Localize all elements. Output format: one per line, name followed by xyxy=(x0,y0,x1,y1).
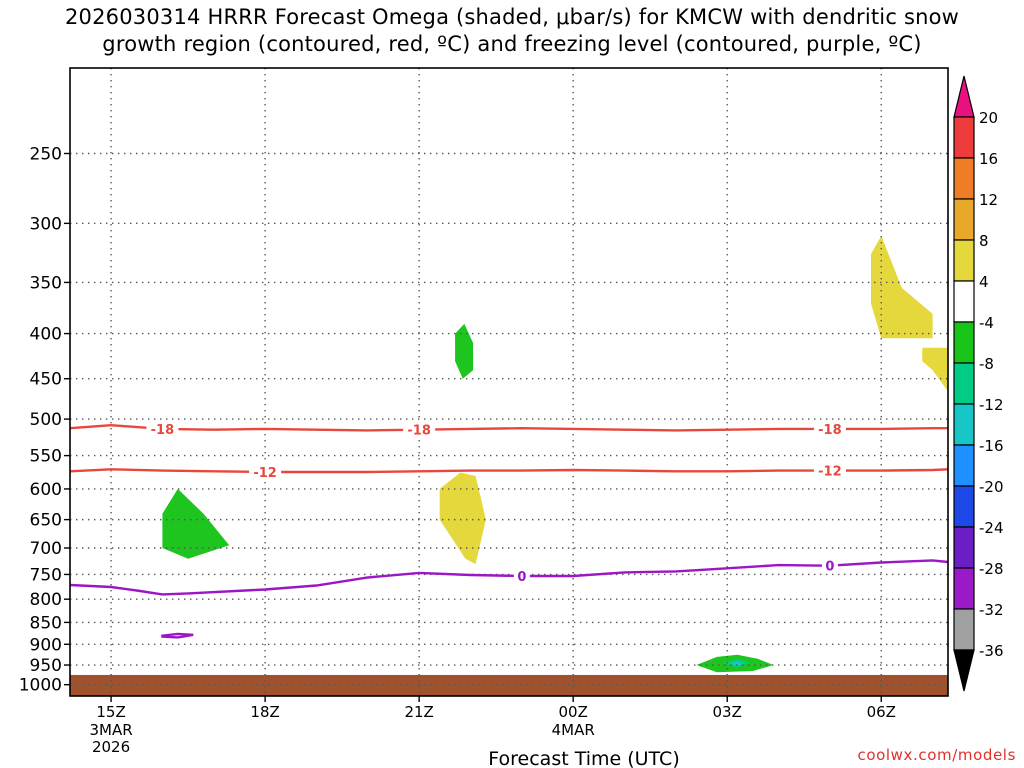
colorbar-segment xyxy=(953,526,975,569)
grid xyxy=(70,68,948,696)
omega-area-1 xyxy=(455,323,474,379)
omega-area-4 xyxy=(729,661,743,667)
contour-label-bg xyxy=(821,557,838,574)
colorbar-label: -36 xyxy=(979,642,1004,660)
contour-label-bg xyxy=(513,567,530,584)
colorbar-label: 12 xyxy=(979,191,998,209)
colorbar-label: 8 xyxy=(979,232,989,250)
colorbar-segment xyxy=(953,321,975,364)
ground-fill xyxy=(70,674,948,696)
colorbar-segment xyxy=(953,198,975,241)
contour-label-bg xyxy=(146,420,179,437)
contour-freezing-closed-3 xyxy=(161,632,194,639)
contour-label-bg xyxy=(813,462,846,479)
x-tick-label: 21Z xyxy=(404,703,433,721)
chart-title: 2026030314 HRRR Forecast Omega (shaded, … xyxy=(0,4,1024,58)
colorbar-label: 4 xyxy=(979,273,989,291)
contour-label-bg xyxy=(403,421,436,438)
colorbar-segment-top xyxy=(953,75,975,118)
x-tick-label: 18Z xyxy=(250,703,279,721)
x-tick-label: 00Z xyxy=(558,703,587,721)
colorbar-label: -4 xyxy=(979,314,994,332)
y-tick-label: 1000 xyxy=(19,676,62,696)
y-axis: 2503003504004505005506006507007508008509… xyxy=(19,144,70,696)
omega-area-0 xyxy=(162,488,230,559)
contour-label: -12 xyxy=(818,465,842,480)
colorbar-label: -32 xyxy=(979,601,1004,619)
omega-area-6 xyxy=(871,235,933,339)
colorbar-label: -28 xyxy=(979,560,1004,578)
y-tick-label: 950 xyxy=(30,656,62,676)
y-tick-label: 900 xyxy=(30,635,62,655)
contour-label: 0 xyxy=(825,560,834,575)
colorbar-label: 16 xyxy=(979,150,998,168)
site-credit[interactable]: coolwx.com/models xyxy=(857,746,1016,764)
colorbar-label: -12 xyxy=(979,396,1004,414)
colorbar-segment-bottom xyxy=(953,649,975,692)
y-tick-label: 250 xyxy=(30,144,62,164)
colorbar-segment xyxy=(953,157,975,200)
colorbar-label: -20 xyxy=(979,478,1004,496)
x-tick-sublabel: 4MAR xyxy=(552,721,595,739)
x-tick-sublabel: 2026 xyxy=(92,738,130,756)
colorbar-label: 20 xyxy=(979,109,998,127)
colorbar-label: -8 xyxy=(979,355,994,373)
y-tick-label: 650 xyxy=(30,511,62,531)
colorbar-segment xyxy=(953,403,975,446)
y-tick-label: 800 xyxy=(30,590,62,610)
y-tick-label: 400 xyxy=(30,325,62,345)
colorbar-segment xyxy=(953,239,975,282)
omega-area-5 xyxy=(439,472,486,565)
colorbar-segment xyxy=(953,280,975,323)
contour-label: -18 xyxy=(151,423,175,438)
y-tick-label: 750 xyxy=(30,565,62,585)
colorbar-segment xyxy=(953,485,975,528)
contour-label-bg xyxy=(249,463,282,480)
colorbar: 20 16 12 8 4 -4 -8 -12 -16 -20 -24 -28 -32 -36 xyxy=(953,75,1004,692)
y-tick-label: 450 xyxy=(30,370,62,390)
y-tick-label: 600 xyxy=(30,480,62,500)
y-tick-label: 300 xyxy=(30,214,62,234)
plot-area: -18 -18 -18 -12 -12 0 0 250 300 350 400 450 500 550 60… xyxy=(19,67,949,768)
contour-label: -12 xyxy=(253,466,277,481)
colorbar-segment xyxy=(953,444,975,487)
x-tick-sublabel: 3MAR xyxy=(89,721,132,739)
omega-shading xyxy=(162,235,948,673)
contour-label-bg xyxy=(813,420,846,437)
title-line-1: 2026030314 HRRR Forecast Omega (shaded, … xyxy=(64,5,960,29)
y-tick-label: 500 xyxy=(30,410,62,430)
y-tick-label: 350 xyxy=(30,273,62,293)
colorbar-label: -16 xyxy=(979,437,1004,455)
contour-labels: -18 -18 -18 -12 -12 0 0 xyxy=(146,420,846,585)
x-axis-label: Forecast Time (UTC) xyxy=(488,748,679,768)
plot-frame xyxy=(69,67,949,697)
colorbar-segment xyxy=(953,362,975,405)
contour-label: -18 xyxy=(407,424,431,439)
colorbar-segment xyxy=(953,608,975,651)
y-tick-label: 700 xyxy=(30,539,62,559)
y-tick-label: 850 xyxy=(30,613,62,633)
x-tick-label: 03Z xyxy=(713,703,742,721)
title-line-2: growth region (contoured, red, ºC) and f… xyxy=(102,32,922,56)
colorbar-label: -24 xyxy=(979,519,1004,537)
omega-area-7 xyxy=(922,347,948,392)
y-tick-label: 550 xyxy=(30,447,62,467)
colorbar-segment xyxy=(953,116,975,159)
contour-freezing-0-2 xyxy=(70,559,948,596)
contour-label: 0 xyxy=(517,570,526,585)
colorbar-segment xyxy=(953,567,975,610)
x-tick-label: 15Z xyxy=(96,703,125,721)
x-tick-label: 06Z xyxy=(867,703,896,721)
contour-label: -18 xyxy=(818,423,842,438)
